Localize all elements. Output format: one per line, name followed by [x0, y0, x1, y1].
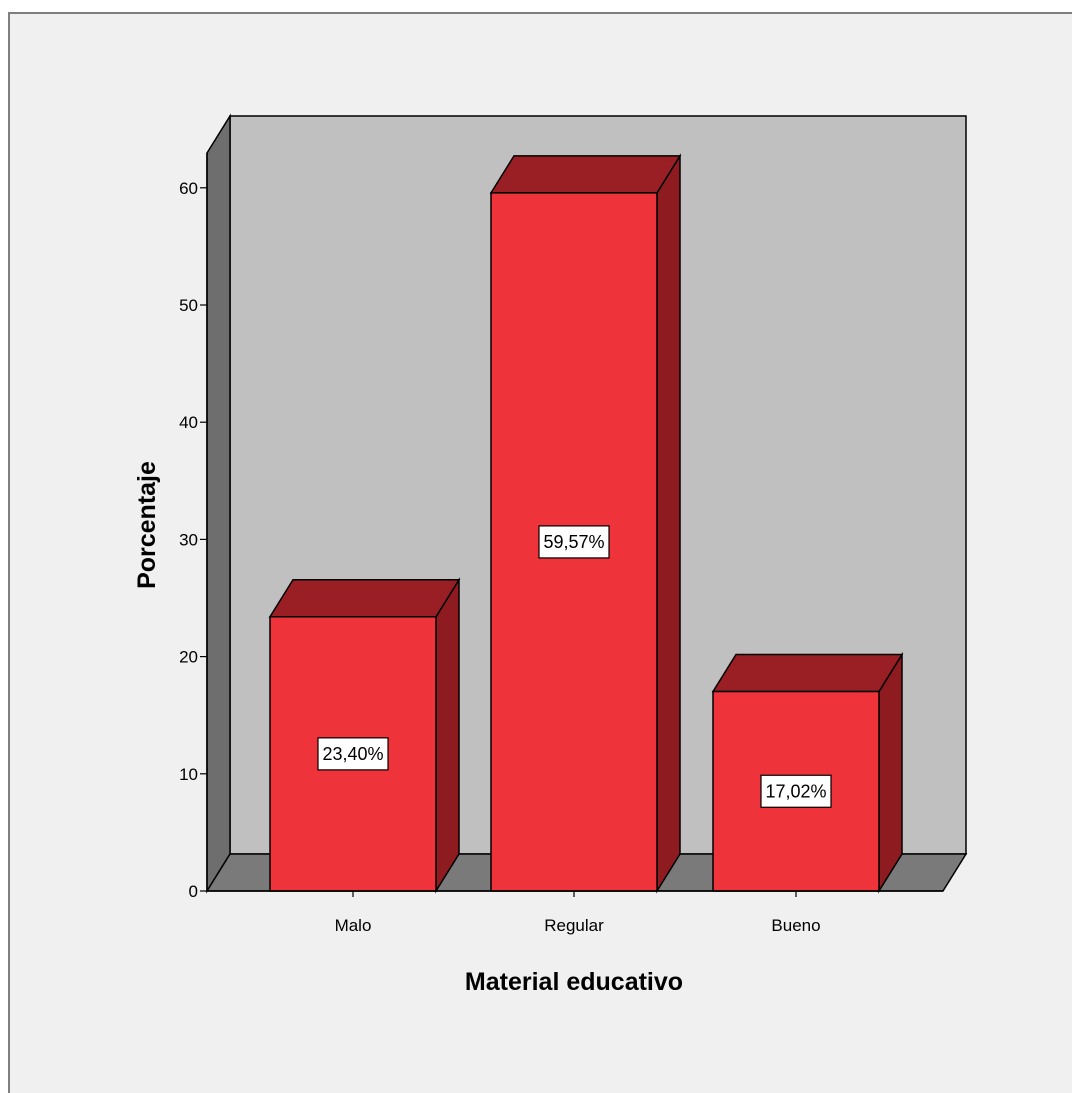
bar-side: [656, 153, 681, 894]
x-tick-label: Malo: [335, 916, 372, 935]
data-label-box: [538, 525, 610, 559]
x-axis: Malo Regular Bueno: [207, 890, 943, 935]
bar-top: [489, 155, 682, 194]
y-tick-label: 0: [189, 882, 198, 901]
y-tick-label: 40: [179, 413, 198, 432]
y-axis-title: Porcentaje: [133, 461, 161, 589]
data-label: 17,02%: [765, 781, 826, 801]
y-tick-label: 20: [179, 648, 198, 667]
side-wall: [206, 113, 231, 894]
y-tick-label: 10: [179, 765, 198, 784]
data-label: 23,40%: [322, 744, 383, 764]
data-label: 59,57%: [543, 532, 604, 552]
bar-side: [435, 577, 460, 894]
data-label-box: [760, 774, 832, 808]
bars: 23,40% 59,57% 17,02%: [268, 153, 904, 894]
x-tick-label: Bueno: [771, 916, 820, 935]
y-tick-label: 30: [179, 530, 198, 549]
bar-top: [268, 579, 461, 618]
bar: [712, 690, 880, 892]
bar-side: [878, 651, 903, 894]
x-tick-label: Regular: [544, 916, 604, 935]
y-axis: 0 10 20 30 40 50 60: [179, 153, 208, 901]
x-axis-title: Material educativo: [465, 968, 683, 996]
bar-group: 59,57%: [489, 153, 682, 894]
data-label-box: [317, 737, 389, 771]
y-tick-label: 60: [179, 179, 198, 198]
bar-group: 17,02%: [711, 651, 904, 894]
bar-top: [711, 653, 904, 693]
y-tick-label: 50: [179, 296, 198, 315]
bar-group: 23,40%: [268, 577, 461, 894]
